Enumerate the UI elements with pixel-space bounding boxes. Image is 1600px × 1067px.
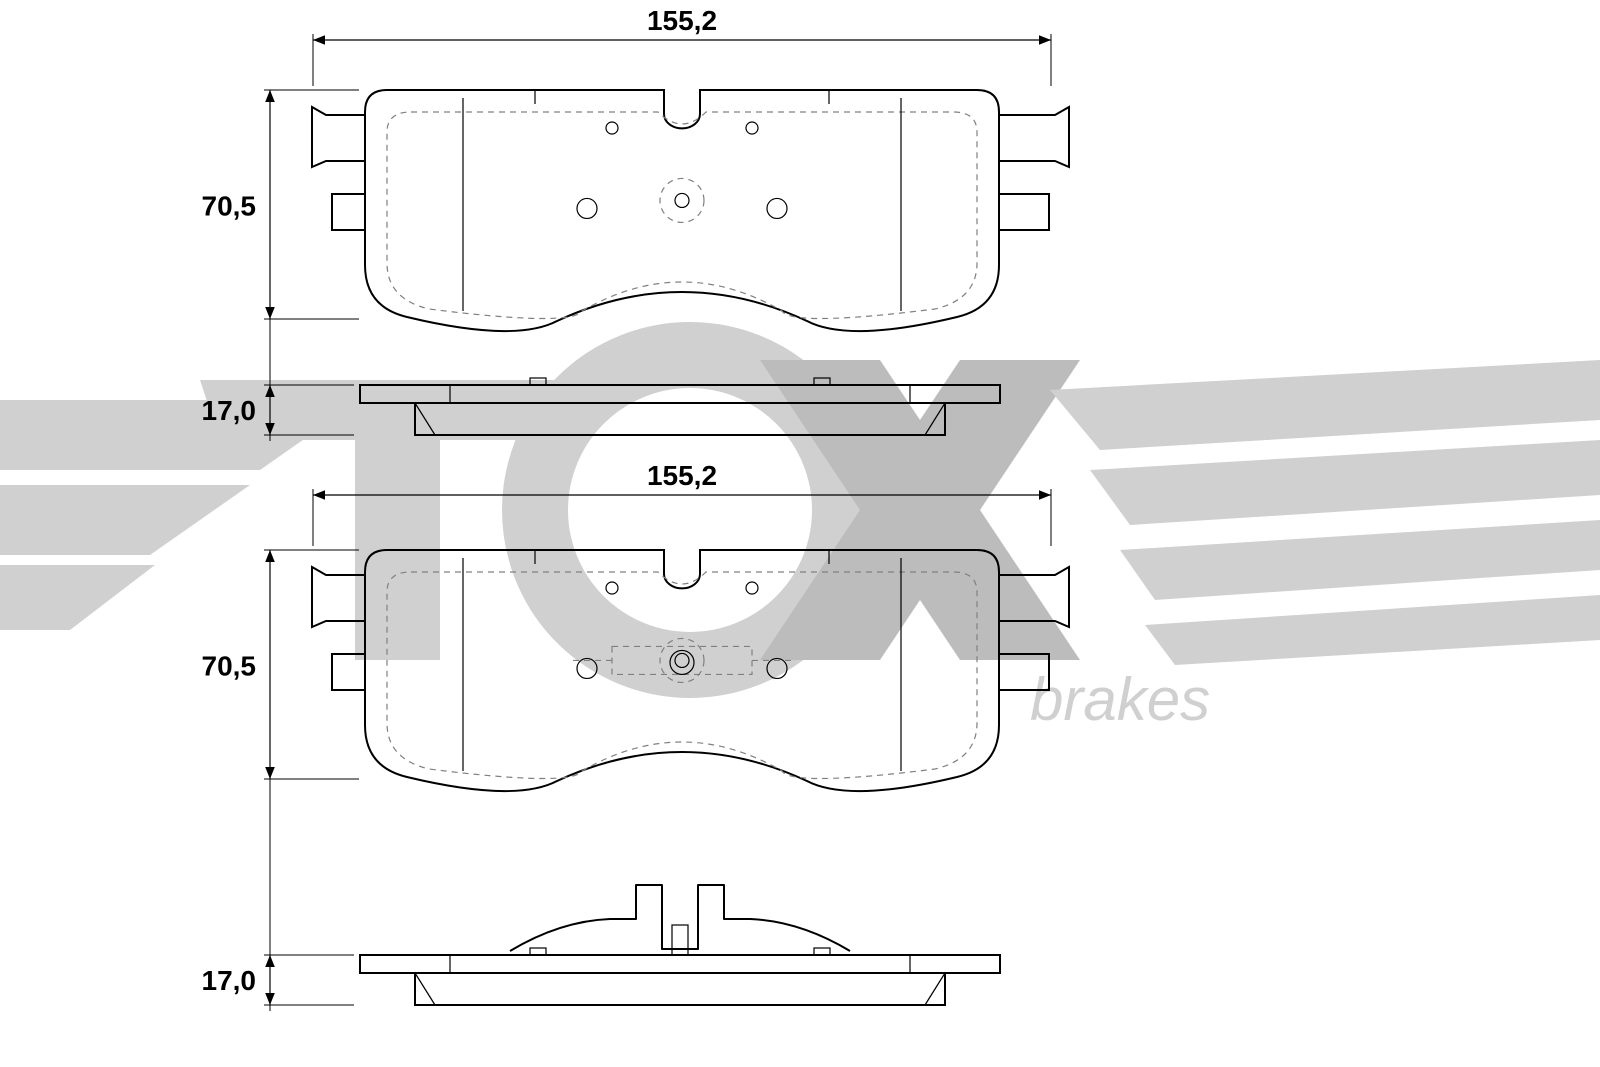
dim-pad-a-height-label: 70,5 (202, 191, 257, 222)
dim-pad-a-thickness-label: 17,0 (202, 395, 257, 426)
dim-pad-a-width: 155,2 (313, 5, 1051, 40)
dim-pad-b-height: 70,5 (202, 550, 271, 779)
dim-pad-b-width-label: 155,2 (647, 460, 717, 491)
dim-pad-a-width-label: 155,2 (647, 5, 717, 36)
dim-pad-b-thickness: 17,0 (202, 955, 271, 1005)
dim-pad-a-height: 70,5 (202, 90, 271, 319)
dim-pad-b-thickness-label: 17,0 (202, 965, 257, 996)
brake-pad-a-front (312, 90, 1069, 331)
brake-pad-b-side (360, 885, 1000, 1005)
watermark-text: brakes (1030, 666, 1210, 733)
dim-pad-b-height-label: 70,5 (202, 651, 257, 682)
